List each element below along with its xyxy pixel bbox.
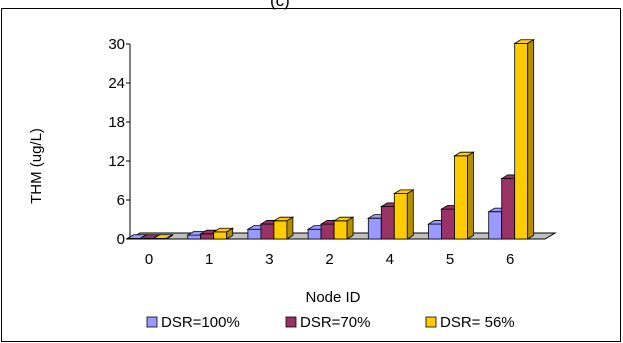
- chart-border: [1, 8, 621, 342]
- legend-swatch: [425, 316, 437, 328]
- x-tick-label: 3: [265, 251, 273, 268]
- bar-front: [454, 155, 468, 240]
- x-tick-label: 5: [446, 251, 454, 268]
- bar-layer: [126, 39, 536, 240]
- legend-item: DSR=100%: [146, 314, 240, 331]
- bar: [272, 216, 295, 240]
- bar-side: [226, 227, 234, 240]
- y-axis-title: THM (ug/L): [28, 128, 45, 204]
- bar-front: [380, 206, 395, 240]
- bar-front: [273, 220, 288, 240]
- bar-front: [260, 223, 275, 240]
- bar-front: [200, 233, 215, 240]
- y-tick-label: 0: [117, 231, 125, 248]
- bar-front: [501, 178, 516, 240]
- bar-front: [514, 42, 529, 240]
- bar-side: [166, 234, 173, 240]
- legend-label: DSR= 56%: [440, 314, 515, 331]
- bar-front: [441, 208, 455, 240]
- x-tick-label: 4: [386, 251, 394, 268]
- bar-front: [367, 217, 382, 240]
- x-tick-label: 1: [205, 251, 213, 268]
- bar-side: [467, 151, 474, 240]
- legend-swatch: [285, 316, 297, 328]
- bar: [513, 39, 536, 240]
- y-tick-label: 6: [117, 192, 125, 209]
- bar-front: [320, 223, 335, 240]
- bar: [212, 227, 235, 240]
- bar-front: [213, 231, 228, 240]
- legend-label: DSR=70%: [300, 314, 370, 331]
- bar-side: [406, 189, 414, 240]
- bar-side: [527, 39, 535, 240]
- bar-side: [286, 216, 294, 240]
- bar-front: [187, 234, 202, 240]
- bar: [152, 234, 174, 240]
- x-tick-label: 2: [325, 251, 333, 268]
- bar: [332, 216, 355, 240]
- bar-side: [346, 216, 354, 240]
- y-tick-label: 30: [108, 36, 125, 53]
- x-axis-title: Node ID: [305, 289, 360, 306]
- y-tick-label: 12: [108, 153, 125, 170]
- bar-front: [333, 220, 348, 240]
- legend-item: DSR= 56%: [425, 314, 515, 331]
- bar-front: [428, 223, 442, 240]
- x-tick-label: 6: [506, 251, 514, 268]
- y-tick-label: 18: [108, 114, 125, 131]
- axis-layer: [126, 43, 131, 240]
- legend-item: DSR=70%: [285, 314, 370, 331]
- bar-front: [488, 211, 503, 240]
- chart-caption: (c): [270, 0, 290, 10]
- bar: [392, 189, 415, 240]
- legend-label: DSR=100%: [161, 314, 240, 331]
- legend-swatch: [146, 316, 158, 328]
- legend: DSR=100% DSR=70% DSR= 56%: [146, 314, 515, 331]
- bar: [453, 151, 475, 240]
- bar-front: [247, 228, 262, 240]
- bar-front: [307, 228, 322, 240]
- bar-front: [393, 193, 408, 240]
- x-tick-label: 0: [145, 251, 153, 268]
- y-tick-label: 24: [108, 75, 125, 92]
